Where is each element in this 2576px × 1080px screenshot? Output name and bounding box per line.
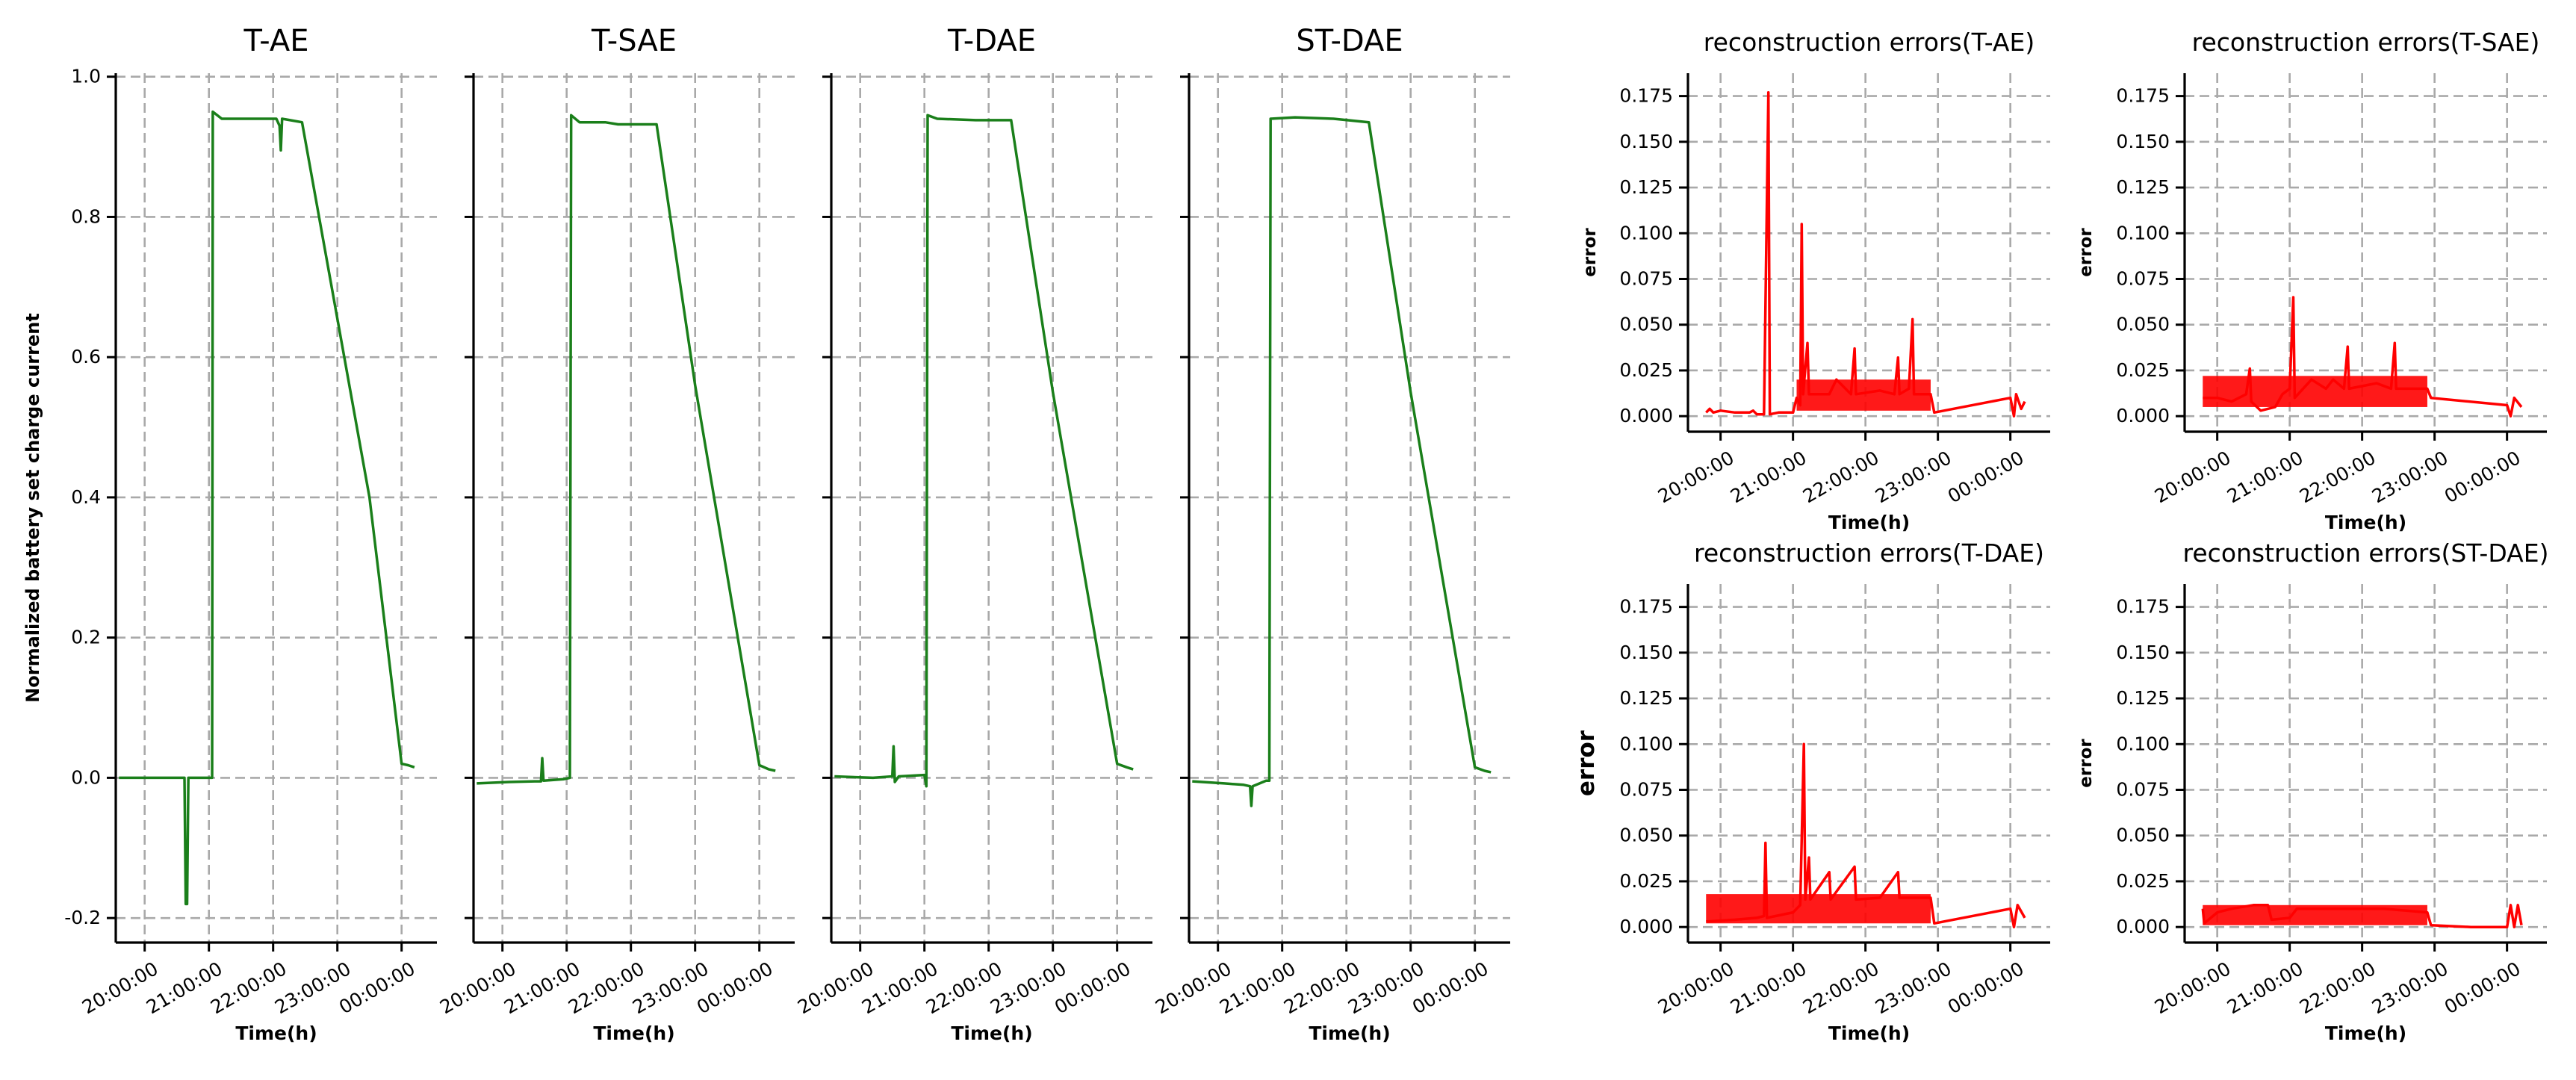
y-axis-label: error [2076, 228, 2096, 277]
subplot-stdae: 20:00:0021:00:0022:00:0023:00:0000:00:00… [1152, 24, 1510, 1044]
y-tick-label: 0.025 [2116, 359, 2170, 381]
subplot-tae: -0.20.00.20.40.60.81.020:00:0021:00:0022… [22, 24, 437, 1044]
y-tick-label: 0.125 [2116, 687, 2170, 709]
y-tick-label: 1.0 [71, 66, 101, 87]
y-tick-label: 0.075 [1619, 268, 1673, 290]
subplot-err_stdae: 0.000 0.025 0.050 0.075 0.100 0.125 0.150 0.175… [2076, 539, 2548, 1044]
y-tick-label: 0.8 [71, 205, 101, 227]
y-tick-label: 0.125 [2116, 176, 2170, 198]
series-line-err_tsae [2203, 296, 2523, 418]
subplot-err_tae: 0.000 0.025 0.050 0.075 0.100 0.125 0.150 0.175… [1580, 28, 2050, 533]
y-tick-label: 0.100 [1619, 222, 1673, 243]
y-tick-label: 0.025 [2116, 870, 2170, 892]
x-tick-label: 21:00:00 [2223, 958, 2307, 1018]
x-tick-label: 23:00:00 [1872, 958, 1955, 1018]
subplot-title: reconstruction errors(T-AE) [1704, 28, 2035, 57]
y-tick-label: 0.100 [2116, 733, 2170, 754]
y-tick-label: 0.100 [2116, 222, 2170, 243]
x-tick-label: 22:00:00 [2296, 958, 2380, 1018]
y-tick-label: 0.150 [2116, 131, 2170, 152]
y-tick-label: 0.000 [2116, 916, 2170, 937]
x-tick-label: 21:00:00 [1727, 447, 1810, 507]
y-tick-label: 0.0 [71, 766, 101, 788]
y-tick-label: 0.6 [71, 346, 101, 367]
y-tick-label: 0.050 [2116, 825, 2170, 846]
y-tick-label: 0.150 [1619, 131, 1673, 152]
y-tick-label: 0.000 [1619, 916, 1673, 937]
x-tick-label: 00:00:00 [2441, 958, 2524, 1018]
series-line-err_stdae [2201, 904, 2523, 928]
subplot-tsae: 20:00:0021:00:0022:00:0023:00:0000:00:00… [436, 24, 795, 1044]
x-tick-label: 20:00:00 [1654, 958, 1738, 1018]
subplot-err_tdae: 0.000 0.025 0.050 0.075 0.100 0.125 0.150 0.175… [1573, 539, 2050, 1044]
y-axis-label: error [1573, 730, 1600, 796]
y-tick-label: 0.100 [1619, 733, 1673, 754]
subplot-title: reconstruction errors(T-SAE) [2192, 28, 2540, 57]
y-tick-label: 0.000 [2116, 405, 2170, 426]
x-tick-label: 22:00:00 [2296, 447, 2380, 507]
x-axis-label: Time(h) [593, 1022, 674, 1044]
y-tick-label: 0.175 [2116, 596, 2170, 618]
subplot-title: T-AE [243, 24, 309, 58]
y-tick-label: 0.175 [2116, 85, 2170, 107]
x-tick-label: 23:00:00 [1872, 447, 1955, 507]
y-tick-label: 0.025 [1619, 870, 1673, 892]
x-tick-label: 21:00:00 [1727, 958, 1810, 1018]
y-tick-label: 0.2 [71, 627, 101, 648]
x-tick-label: 21:00:00 [2223, 447, 2307, 507]
subplot-title: T-DAE [947, 24, 1036, 58]
x-axis-label: Time(h) [235, 1022, 317, 1044]
y-tick-label: 0.075 [2116, 268, 2170, 290]
y-tick-label: 0.125 [1619, 176, 1673, 198]
x-tick-label: 20:00:00 [2151, 958, 2235, 1018]
subplot-tdae: 20:00:0021:00:0022:00:0023:00:0000:00:00… [794, 24, 1152, 1044]
x-tick-label: 00:00:00 [2441, 447, 2524, 507]
series-line-err_tae [1705, 90, 2026, 418]
subplot-title: ST-DAE [1296, 24, 1403, 58]
y-tick-label: 0.150 [2116, 642, 2170, 663]
series-line-tae [119, 110, 415, 906]
y-tick-label: 0.175 [1619, 596, 1673, 618]
y-tick-label: 0.050 [2116, 314, 2170, 335]
y-tick-label: 0.075 [2116, 779, 2170, 801]
x-tick-label: 20:00:00 [1654, 447, 1738, 507]
x-tick-label: 23:00:00 [2368, 958, 2452, 1018]
x-axis-label: Time(h) [2325, 512, 2406, 533]
y-axis-label: error [1580, 228, 1600, 277]
y-tick-label: 0.025 [1619, 359, 1673, 381]
series-line-err_tdae [1706, 742, 2026, 928]
y-tick-label: 0.050 [1619, 825, 1673, 846]
y-tick-label: 0.050 [1619, 314, 1673, 335]
x-tick-label: 22:00:00 [1799, 958, 1883, 1018]
subplot-err_tsae: 0.000 0.025 0.050 0.075 0.100 0.125 0.150 0.175… [2076, 28, 2547, 533]
series-line-stdae [1192, 116, 1492, 807]
y-tick-label: 0.000 [1619, 405, 1673, 426]
x-axis-label: Time(h) [1828, 1022, 1910, 1044]
subplot-title: reconstruction errors(T-DAE) [1694, 539, 2044, 568]
x-axis-label: Time(h) [951, 1022, 1032, 1044]
x-tick-label: 20:00:00 [2151, 447, 2235, 507]
x-tick-label: 23:00:00 [2368, 447, 2452, 507]
y-tick-label: 0.075 [1619, 779, 1673, 801]
x-tick-label: 00:00:00 [1944, 958, 2028, 1018]
y-tick-label: 0.175 [1619, 85, 1673, 107]
y-tick-label: 0.125 [1619, 687, 1673, 709]
x-tick-label: 00:00:00 [1944, 447, 2028, 507]
y-tick-label: -0.2 [64, 907, 101, 928]
series-line-tsae [477, 114, 776, 785]
subplot-title: reconstruction errors(ST-DAE) [2183, 539, 2549, 568]
subplot-title: T-SAE [591, 24, 677, 58]
x-axis-label: Time(h) [2325, 1022, 2406, 1044]
y-axis-label: error [2076, 739, 2096, 788]
x-axis-label: Time(h) [1828, 512, 1910, 533]
y-tick-label: 0.4 [71, 486, 101, 508]
y-axis-label: Normalized battery set charge current [22, 313, 43, 703]
y-tick-label: 0.150 [1619, 642, 1673, 663]
series-line-tdae [834, 114, 1134, 788]
x-tick-label: 22:00:00 [1799, 447, 1883, 507]
x-axis-label: Time(h) [1309, 1022, 1390, 1044]
